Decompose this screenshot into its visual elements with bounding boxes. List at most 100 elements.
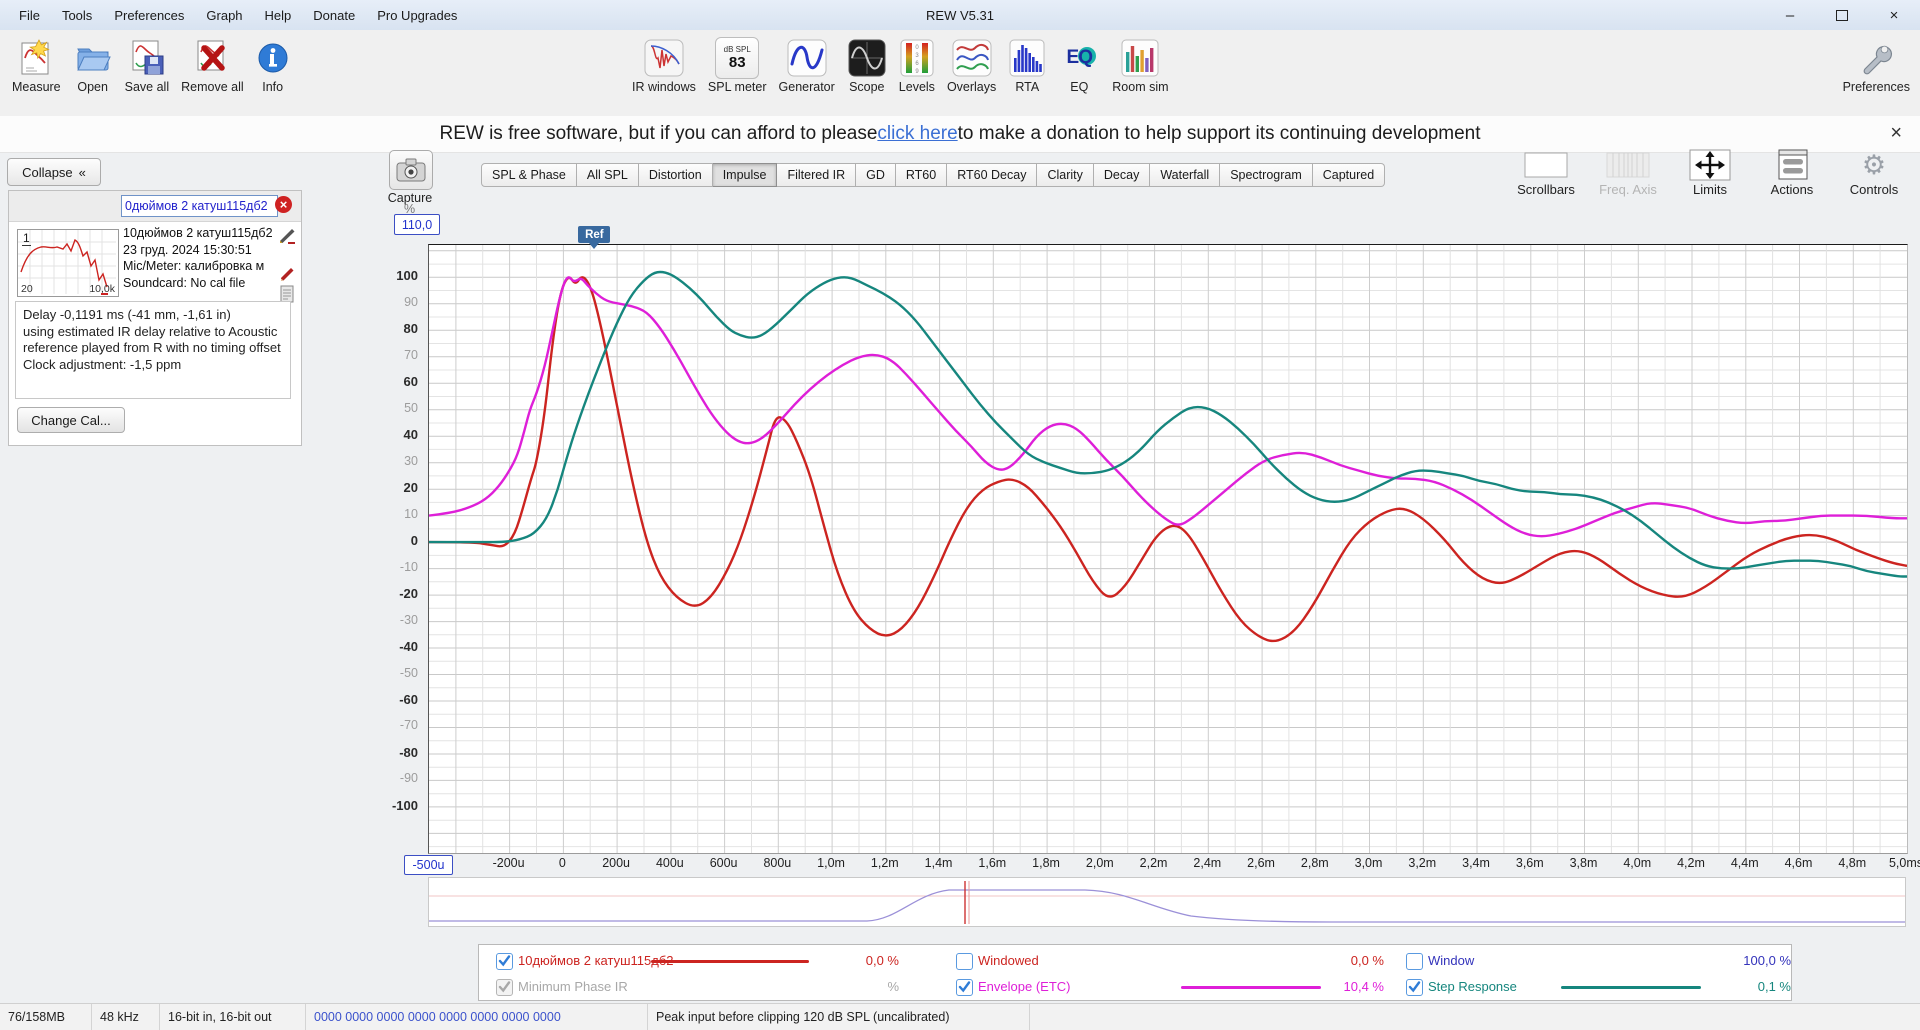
change-cal-button[interactable]: Change Cal... bbox=[17, 407, 125, 433]
menu-item-pro-upgrades[interactable]: Pro Upgrades bbox=[377, 7, 458, 23]
x-tick-label: 4,2m bbox=[1677, 856, 1705, 870]
y-tick-label: 10 bbox=[404, 506, 418, 521]
ir-overview-strip[interactable] bbox=[428, 877, 1906, 927]
menu-item-tools[interactable]: Tools bbox=[61, 7, 93, 23]
y-tick-label: -60 bbox=[399, 692, 418, 707]
graph-tab-all-spl[interactable]: All SPL bbox=[576, 163, 639, 187]
maximize-button[interactable] bbox=[1816, 0, 1868, 30]
measurement-name-input[interactable]: 0дюймов 2 катуш115дб2 bbox=[121, 195, 278, 217]
status-segment-filler bbox=[1030, 1004, 1920, 1030]
donate-link[interactable]: click here bbox=[877, 123, 958, 144]
capture-label: Capture bbox=[387, 191, 433, 205]
legend-checkbox-10дюймов-2-катуш115дб2[interactable] bbox=[496, 953, 513, 970]
window-controls: – × bbox=[1764, 0, 1920, 30]
limits-icon bbox=[1686, 148, 1734, 182]
y-axis-ticks: 100 90 80 70 60 50 40 30 20 10 0 -10 -20 -30 -40 -50 -60… bbox=[336, 244, 422, 852]
collapse-sidebar-button[interactable]: Collapse « bbox=[7, 158, 101, 186]
banner-close-icon[interactable]: × bbox=[1890, 122, 1902, 144]
delete-measurement-icon[interactable]: × bbox=[275, 196, 292, 213]
trace-step-response bbox=[429, 270, 1907, 578]
toolbar-button-ir-windows[interactable]: IR windows bbox=[626, 34, 702, 97]
graph-button-scrollbars[interactable]: Scrollbars bbox=[1510, 148, 1582, 197]
notes-pencil-icon[interactable] bbox=[278, 265, 296, 283]
spl-meter-icon: dB SPL 83 bbox=[715, 37, 760, 79]
menu-item-graph[interactable]: Graph bbox=[206, 7, 243, 23]
toolbar-button-eq[interactable]: EQ EQ bbox=[1052, 34, 1106, 97]
graph-tab-filtered-ir[interactable]: Filtered IR bbox=[777, 163, 857, 187]
capture-button[interactable] bbox=[389, 150, 433, 190]
delay-info-line: using estimated IR delay relative to Aco… bbox=[23, 323, 278, 339]
legend-checkbox-windowed[interactable] bbox=[956, 953, 973, 970]
toolbar-button-generator[interactable]: Generator bbox=[773, 34, 841, 97]
y-axis-top-limit-field[interactable]: 110,0 bbox=[394, 214, 440, 235]
legend-checkbox-window[interactable] bbox=[1406, 953, 1423, 970]
legend-value-minimum-phase-ir: % bbox=[887, 979, 899, 994]
graph-tab-clarity[interactable]: Clarity bbox=[1037, 163, 1094, 187]
legend-row: 10дюймов 2 катуш115дб2 0,0 % Windowed 0,0 %… bbox=[479, 948, 1791, 974]
toolbar-button-open[interactable]: Open bbox=[67, 34, 119, 97]
close-button[interactable]: × bbox=[1889, 6, 1899, 24]
toolbar-label-spl-meter: SPL meter bbox=[707, 80, 767, 94]
menu-item-donate[interactable]: Donate bbox=[313, 7, 356, 23]
menu-item-help[interactable]: Help bbox=[264, 7, 292, 23]
toolbar-button-rta[interactable]: RTA bbox=[1002, 34, 1052, 97]
titlebar: File Tools Preferences Graph Help Donate Pro U… bbox=[0, 0, 1920, 31]
legend-value-windowed: 0,0 % bbox=[1350, 953, 1384, 968]
mic-cal-icon[interactable] bbox=[278, 227, 296, 245]
y-tick-label: 60 bbox=[403, 374, 418, 390]
toolbar-button-info[interactable]: Info bbox=[250, 34, 296, 97]
y-tick-label: 70 bbox=[404, 347, 418, 362]
graph-tab-spectrogram[interactable]: Spectrogram bbox=[1220, 163, 1313, 187]
graph-tab-impulse[interactable]: Impulse bbox=[712, 163, 778, 187]
graph-button-label: Freq. Axis bbox=[1599, 182, 1657, 197]
toolbar-button-save-all[interactable]: Save all bbox=[119, 34, 175, 97]
graph-tab-gd[interactable]: GD bbox=[856, 163, 896, 187]
graph-tab-spl-phase[interactable]: SPL & Phase bbox=[481, 163, 577, 187]
toolbar-button-preferences[interactable]: Preferences bbox=[1837, 34, 1916, 97]
toolbar-right-group: Preferences bbox=[1837, 34, 1916, 97]
menu-item-file[interactable]: File bbox=[19, 7, 40, 23]
y-tick-label: -20 bbox=[399, 586, 418, 602]
spl-meter-value: 83 bbox=[728, 54, 746, 71]
toolbar-button-scope[interactable]: Scope bbox=[841, 34, 893, 97]
graph-tab-distortion[interactable]: Distortion bbox=[638, 163, 713, 187]
graph-tab-captured[interactable]: Captured bbox=[1312, 163, 1386, 187]
measurement-thumbnail[interactable]: 1 20 10,0k bbox=[17, 229, 119, 297]
menu-item-preferences[interactable]: Preferences bbox=[114, 7, 185, 23]
x-tick-label: 3,6m bbox=[1515, 856, 1544, 870]
graph-tab-rt60[interactable]: RT60 bbox=[895, 163, 948, 187]
banner-text-before: REW is free software, but if you can aff… bbox=[439, 123, 878, 144]
toolbar-button-spl-meter[interactable]: dB SPL 83 SPL meter bbox=[702, 34, 773, 97]
legend-label-step-response: Step Response bbox=[1428, 979, 1517, 994]
legend-value-10дюймов-2-катуш115дб2: 0,0 % bbox=[865, 953, 899, 968]
legend-label-windowed: Windowed bbox=[978, 953, 1039, 968]
impulse-plot[interactable] bbox=[428, 244, 1908, 854]
graph-tab-bar: SPL & Phase All SPL Distortion Impulse Filte… bbox=[481, 163, 1386, 187]
legend-checkbox-envelope-etc[interactable] bbox=[956, 979, 973, 996]
graph-tab-decay[interactable]: Decay bbox=[1093, 163, 1151, 187]
graph-tab-waterfall[interactable]: Waterfall bbox=[1150, 163, 1221, 187]
toolbar-button-remove-all[interactable]: Remove all bbox=[175, 34, 250, 97]
x-axis-left-limit-field[interactable]: -500u bbox=[404, 855, 453, 875]
toolbar-button-overlays[interactable]: Overlays bbox=[941, 34, 1002, 97]
eq-icon-text: EQ bbox=[1066, 47, 1093, 68]
y-tick-label: -70 bbox=[399, 718, 418, 733]
graph-tab-rt60-decay[interactable]: RT60 Decay bbox=[947, 163, 1038, 187]
minimize-button[interactable]: – bbox=[1785, 6, 1795, 24]
ref-marker[interactable]: Ref bbox=[578, 226, 611, 243]
graph-button-controls[interactable]: ⚙ Controls bbox=[1838, 148, 1910, 197]
x-tick-label: 400u bbox=[655, 856, 684, 870]
graph-button-actions[interactable]: Actions bbox=[1756, 148, 1828, 197]
toolbar-button-room-sim[interactable]: Room sim bbox=[1106, 34, 1174, 97]
legend-checkbox-step-response[interactable] bbox=[1406, 979, 1423, 996]
camera-icon bbox=[396, 158, 426, 182]
x-tick-label: 4,6m bbox=[1784, 856, 1813, 870]
x-tick-label: 2,4m bbox=[1193, 856, 1222, 870]
graph-button-label: Scrollbars bbox=[1517, 182, 1575, 197]
status-segment-0: 76/158MB bbox=[0, 1004, 92, 1030]
graph-button-limits[interactable]: Limits bbox=[1674, 148, 1746, 197]
x-tick-label: 2,0m bbox=[1085, 856, 1114, 870]
preferences-icon bbox=[1858, 37, 1894, 79]
toolbar-button-levels[interactable]: 0 3 6 9 Levels bbox=[893, 34, 941, 97]
toolbar-button-measure[interactable]: Measure bbox=[6, 34, 67, 97]
